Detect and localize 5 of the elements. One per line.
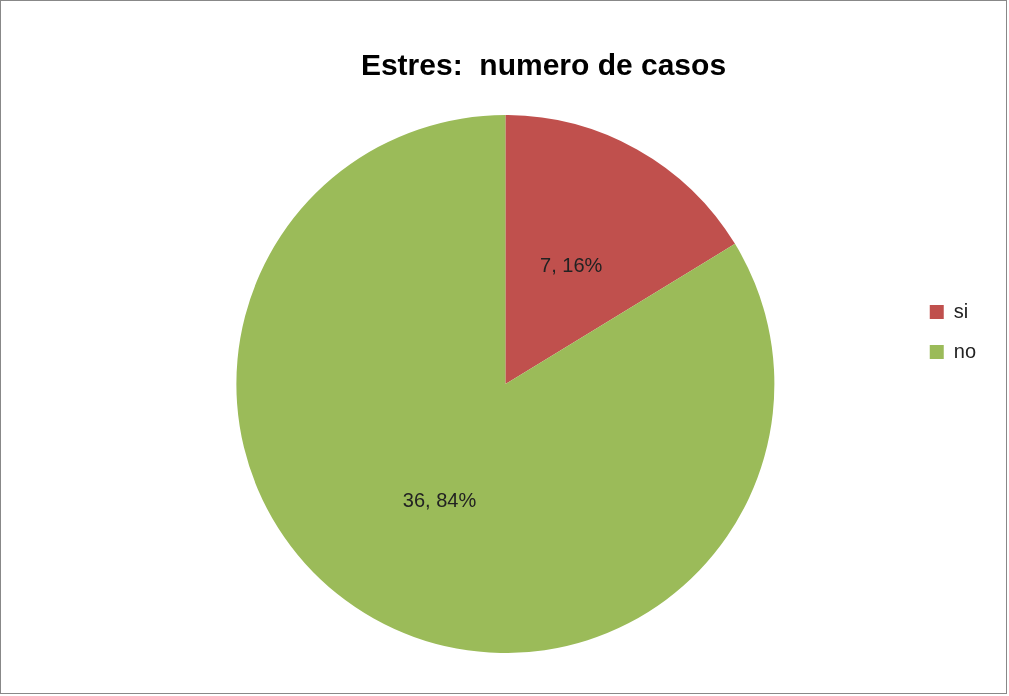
- legend-label: no: [953, 339, 976, 362]
- legend-label: si: [953, 299, 969, 322]
- data-label: 36, 84%: [402, 488, 477, 511]
- data-label: 7, 16%: [540, 254, 603, 277]
- chart-title: Estres: numero de casos: [360, 48, 727, 82]
